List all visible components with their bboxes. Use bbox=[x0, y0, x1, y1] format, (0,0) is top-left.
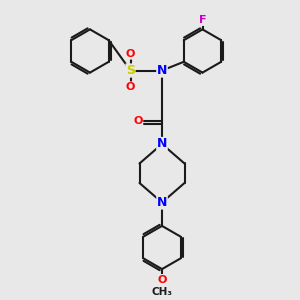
Text: O: O bbox=[126, 49, 135, 59]
Text: CH₃: CH₃ bbox=[152, 287, 172, 297]
Text: F: F bbox=[199, 15, 206, 26]
Text: O: O bbox=[133, 116, 143, 127]
Text: N: N bbox=[157, 64, 167, 77]
Text: N: N bbox=[157, 137, 167, 151]
Text: S: S bbox=[126, 64, 135, 77]
Text: N: N bbox=[157, 196, 167, 209]
Text: O: O bbox=[157, 274, 167, 285]
Text: O: O bbox=[126, 82, 135, 92]
